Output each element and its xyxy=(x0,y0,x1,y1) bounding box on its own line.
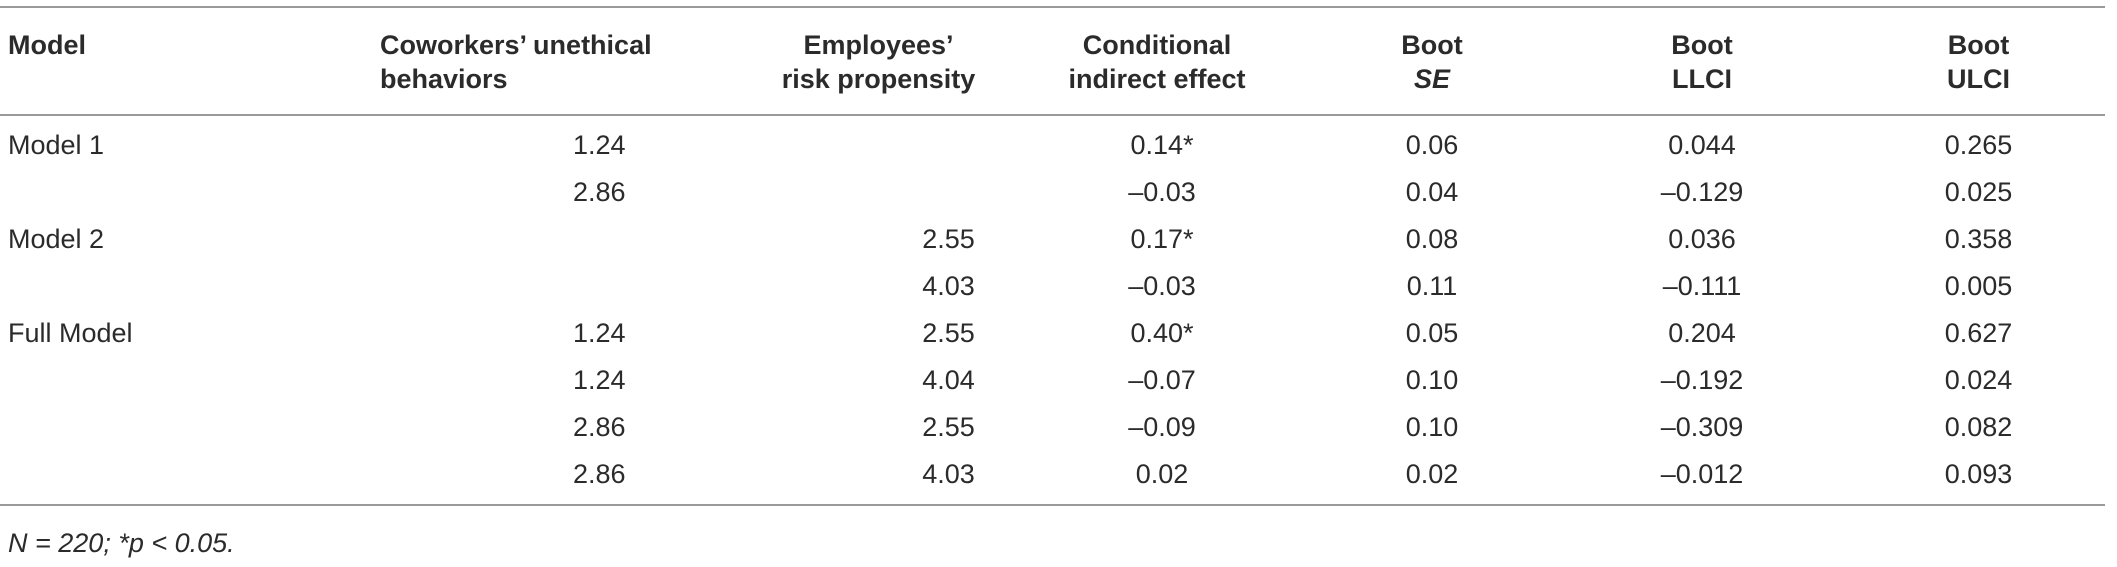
cell-boot-ulci: 0.005 xyxy=(1944,271,2013,301)
table-row: 2.86 –0.03 0.04 –0.129 0.025 xyxy=(0,169,2105,216)
cell-model: Full Model xyxy=(8,318,133,348)
cell-risk: 4.03 xyxy=(922,271,975,301)
cell-coworkers xyxy=(190,216,755,263)
header-coworkers-unethical-behaviors: Coworkers’ unethical behaviors xyxy=(380,30,652,94)
table-row: Model 2 2.55 0.17* 0.08 0.036 0.358 xyxy=(0,216,2105,263)
cell-boot-ulci: 0.265 xyxy=(1944,130,2013,160)
cell-coworkers: 1.24 xyxy=(573,130,626,160)
header-conditional-indirect-effect: Conditional indirect effect xyxy=(1068,30,1246,94)
cell-indirect-effect: –0.03 xyxy=(1128,177,1196,207)
cell-coworkers xyxy=(190,263,755,310)
cell-boot-ulci: 0.093 xyxy=(1944,459,2013,489)
cell-coworkers: 2.86 xyxy=(573,459,626,489)
cell-model xyxy=(0,404,190,451)
cell-risk: 2.55 xyxy=(922,318,975,348)
cell-risk: 2.55 xyxy=(922,224,975,254)
cell-boot-llci: –0.192 xyxy=(1660,365,1744,395)
cell-boot-se: 0.10 xyxy=(1405,412,1459,442)
cell-model xyxy=(0,451,190,505)
cell-indirect-effect: 0.17* xyxy=(1130,224,1194,254)
cell-model: Model 1 xyxy=(8,130,105,160)
cell-model xyxy=(0,169,190,216)
cell-indirect-effect: –0.07 xyxy=(1128,365,1196,395)
table-row: 2.86 2.55 –0.09 0.10 –0.309 0.082 xyxy=(0,404,2105,451)
cell-boot-se: 0.11 xyxy=(1406,271,1458,301)
cell-indirect-effect: 0.40* xyxy=(1130,318,1194,348)
cell-boot-ulci: 0.082 xyxy=(1944,412,2013,442)
header-boot-se: Boot SE xyxy=(1401,30,1463,94)
header-model: Model xyxy=(8,30,86,60)
cell-indirect-effect: –0.09 xyxy=(1128,412,1196,442)
cell-boot-ulci: 0.358 xyxy=(1944,224,2013,254)
cell-model xyxy=(0,357,190,404)
cell-model: Model 2 xyxy=(8,224,105,254)
table-footnote: N = 220; *p < 0.05. xyxy=(8,528,235,558)
cell-risk xyxy=(755,169,1002,216)
table-row: 1.24 4.04 –0.07 0.10 –0.192 0.024 xyxy=(0,357,2105,404)
cell-boot-se: 0.08 xyxy=(1405,224,1459,254)
table-row: 2.86 4.03 0.02 0.02 –0.012 0.093 xyxy=(0,451,2105,505)
cell-coworkers: 2.86 xyxy=(573,177,626,207)
header-boot-llci: Boot LLCI xyxy=(1671,30,1733,94)
cell-boot-se: 0.02 xyxy=(1405,459,1459,489)
cell-boot-llci: –0.111 xyxy=(1662,271,1742,301)
cell-boot-llci: –0.129 xyxy=(1660,177,1744,207)
cell-coworkers: 2.86 xyxy=(573,412,626,442)
header-risk-propensity: Employees’ risk propensity xyxy=(781,30,976,94)
cell-boot-llci: 0.204 xyxy=(1668,318,1736,348)
cell-boot-se: 0.04 xyxy=(1405,177,1459,207)
cell-indirect-effect: 0.14* xyxy=(1130,130,1194,160)
cell-boot-ulci: 0.024 xyxy=(1944,365,2013,395)
cell-coworkers: 1.24 xyxy=(573,365,626,395)
header-row: Model Coworkers’ unethical behaviors Emp… xyxy=(0,7,2105,115)
header-boot-ulci: Boot ULCI xyxy=(1947,30,2010,94)
cell-indirect-effect: 0.02 xyxy=(1135,459,1189,489)
cell-boot-llci: 0.036 xyxy=(1668,224,1736,254)
table-row: Full Model 1.24 2.55 0.40* 0.05 0.204 0.… xyxy=(0,310,2105,357)
cell-risk: 4.04 xyxy=(922,365,975,395)
cell-indirect-effect: –0.03 xyxy=(1128,271,1196,301)
cell-boot-llci: –0.309 xyxy=(1660,412,1744,442)
cell-boot-ulci: 0.025 xyxy=(1944,177,2013,207)
cell-boot-ulci: 0.627 xyxy=(1944,318,2013,348)
cell-risk xyxy=(755,115,1002,169)
cell-boot-se: 0.05 xyxy=(1405,318,1459,348)
cell-model xyxy=(0,263,190,310)
table-row: 4.03 –0.03 0.11 –0.111 0.005 xyxy=(0,263,2105,310)
table-row: Model 1 1.24 0.14* 0.06 0.044 0.265 xyxy=(0,115,2105,169)
cell-boot-llci: 0.044 xyxy=(1668,130,1736,160)
cell-coworkers: 1.24 xyxy=(573,318,626,348)
cell-boot-se: 0.06 xyxy=(1405,130,1459,160)
results-table: Model Coworkers’ unethical behaviors Emp… xyxy=(0,6,2105,506)
cell-boot-llci: –0.012 xyxy=(1660,459,1744,489)
cell-risk: 4.03 xyxy=(922,459,975,489)
cell-boot-se: 0.10 xyxy=(1405,365,1459,395)
cell-risk: 2.55 xyxy=(922,412,975,442)
